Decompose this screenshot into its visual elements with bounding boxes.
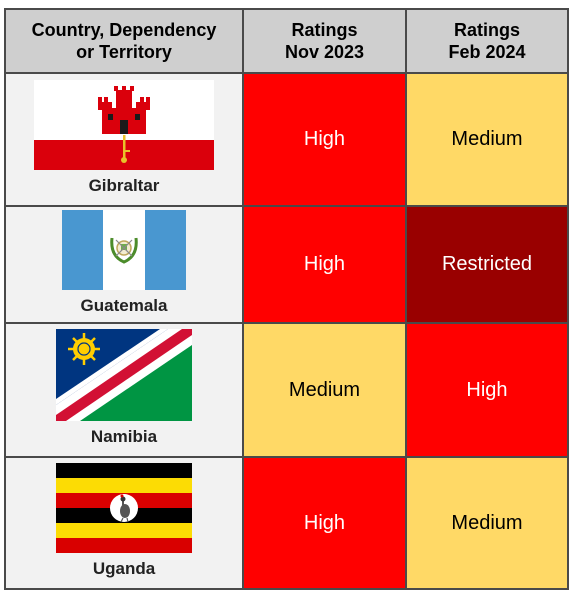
rating-feb-2024: Restricted	[405, 205, 569, 324]
header-row: Country, Dependency or Territory Ratings…	[4, 8, 569, 74]
rating-feb-2024: Medium	[405, 456, 569, 590]
country-name: Namibia	[90, 427, 158, 446]
country-name: Guatemala	[80, 295, 168, 315]
rating-nov-2023: High	[242, 205, 407, 324]
sun-icon	[68, 333, 100, 365]
header-ratings-nov-2023: Ratings Nov 2023	[242, 8, 407, 74]
header-nov-line1: Ratings	[291, 20, 358, 40]
header-country-line1: Country, Dependency	[31, 20, 217, 40]
table-row: Namibia Medium High	[4, 322, 569, 458]
country-cell: Uganda	[4, 456, 244, 590]
country-cell: Gibraltar	[4, 72, 244, 207]
crane-icon	[120, 494, 130, 523]
table-row: Gibraltar High Medium	[4, 72, 569, 207]
header-country-line2: or Territory	[76, 42, 172, 62]
country-cell: Guatemala	[4, 205, 244, 324]
table-row: Guatemala High Restricted	[4, 205, 569, 324]
guatemala-flag-icon	[62, 209, 186, 290]
rating-feb-2024: High	[405, 322, 569, 458]
header-ratings-feb-2024: Ratings Feb 2024	[405, 8, 569, 74]
rating-nov-2023: Medium	[242, 322, 407, 458]
uganda-flag-icon	[56, 463, 192, 553]
table-row: Uganda High Medium	[4, 456, 569, 590]
header-nov-line2: Nov 2023	[284, 42, 365, 62]
rating-nov-2023: High	[242, 456, 407, 590]
rating-feb-2024: Medium	[405, 72, 569, 207]
gibraltar-flag-icon	[34, 79, 214, 170]
header-feb-line1: Ratings	[453, 20, 520, 40]
namibia-flag-icon	[56, 329, 192, 421]
ratings-table: Country, Dependency or Territory Ratings…	[4, 8, 569, 590]
header-country: Country, Dependency or Territory	[4, 8, 244, 74]
country-cell: Namibia	[4, 322, 244, 458]
rating-nov-2023: High	[242, 72, 407, 207]
header-feb-line2: Feb 2024	[448, 42, 526, 62]
country-name: Gibraltar	[88, 175, 160, 195]
country-name: Uganda	[92, 559, 156, 578]
